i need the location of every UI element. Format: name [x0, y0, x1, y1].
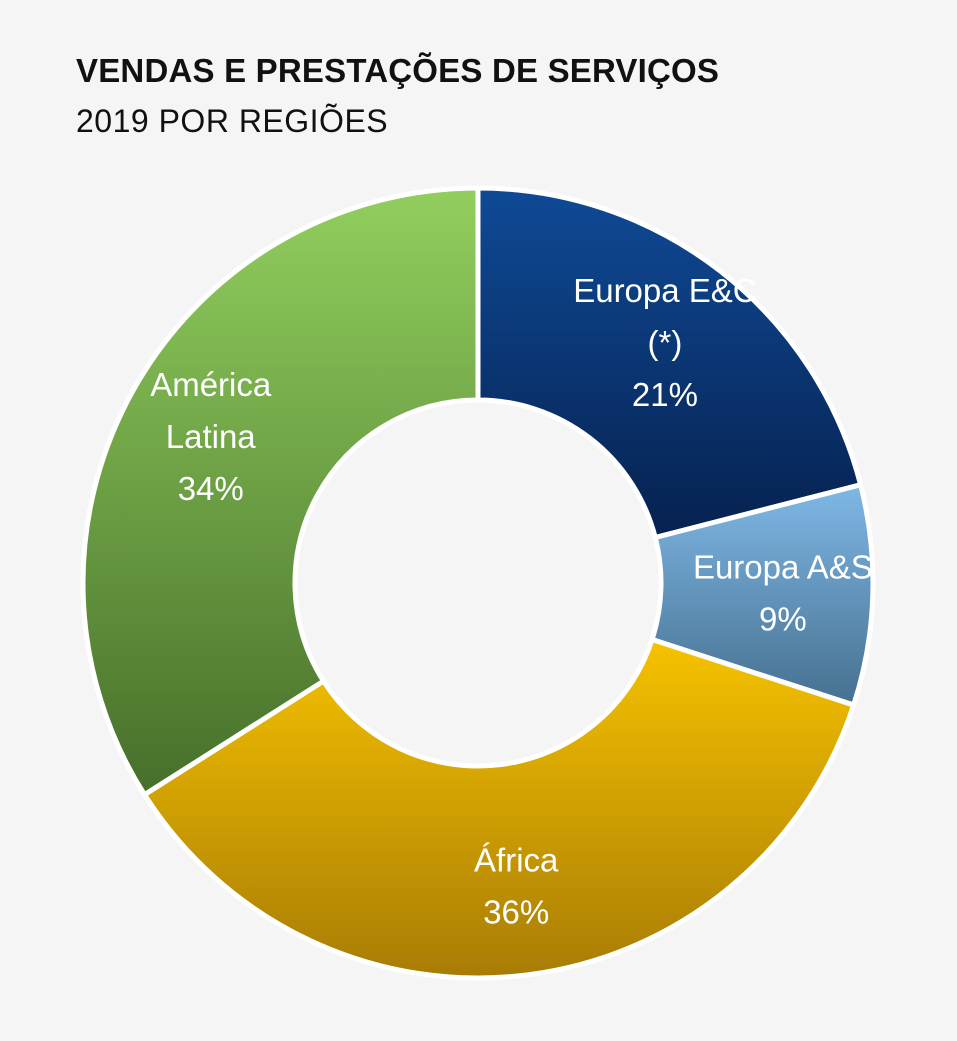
- slice-label-0: Europa E&C (*) 21%: [573, 272, 756, 413]
- donut-slice-3: [80, 185, 481, 798]
- slice-value-label: 9%: [759, 601, 807, 638]
- slice-value-label: 21%: [632, 376, 698, 413]
- slice-category-label: (*): [648, 324, 683, 361]
- chart-subtitle: 2019 POR REGIÕES: [76, 103, 389, 139]
- donut-slice-2: [141, 637, 857, 981]
- slice-label-2: África 36%: [474, 842, 559, 931]
- slice-category-label: Latina: [166, 418, 257, 455]
- slice-category-label: América: [150, 366, 272, 403]
- slice-value-label: 34%: [178, 470, 244, 507]
- donut-slice-0: [475, 185, 864, 540]
- slice-label-1: Europa A&S 9%: [693, 549, 873, 638]
- slice-category-label: Europa A&S: [693, 549, 873, 586]
- slice-label-3: América Latina 34%: [150, 366, 272, 507]
- slice-value-label: 36%: [483, 894, 549, 931]
- chart-title: VENDAS E PRESTAÇÕES DE SERVIÇOS: [76, 52, 720, 89]
- slice-category-label: Europa E&C: [573, 272, 756, 309]
- slice-category-label: África: [474, 842, 559, 879]
